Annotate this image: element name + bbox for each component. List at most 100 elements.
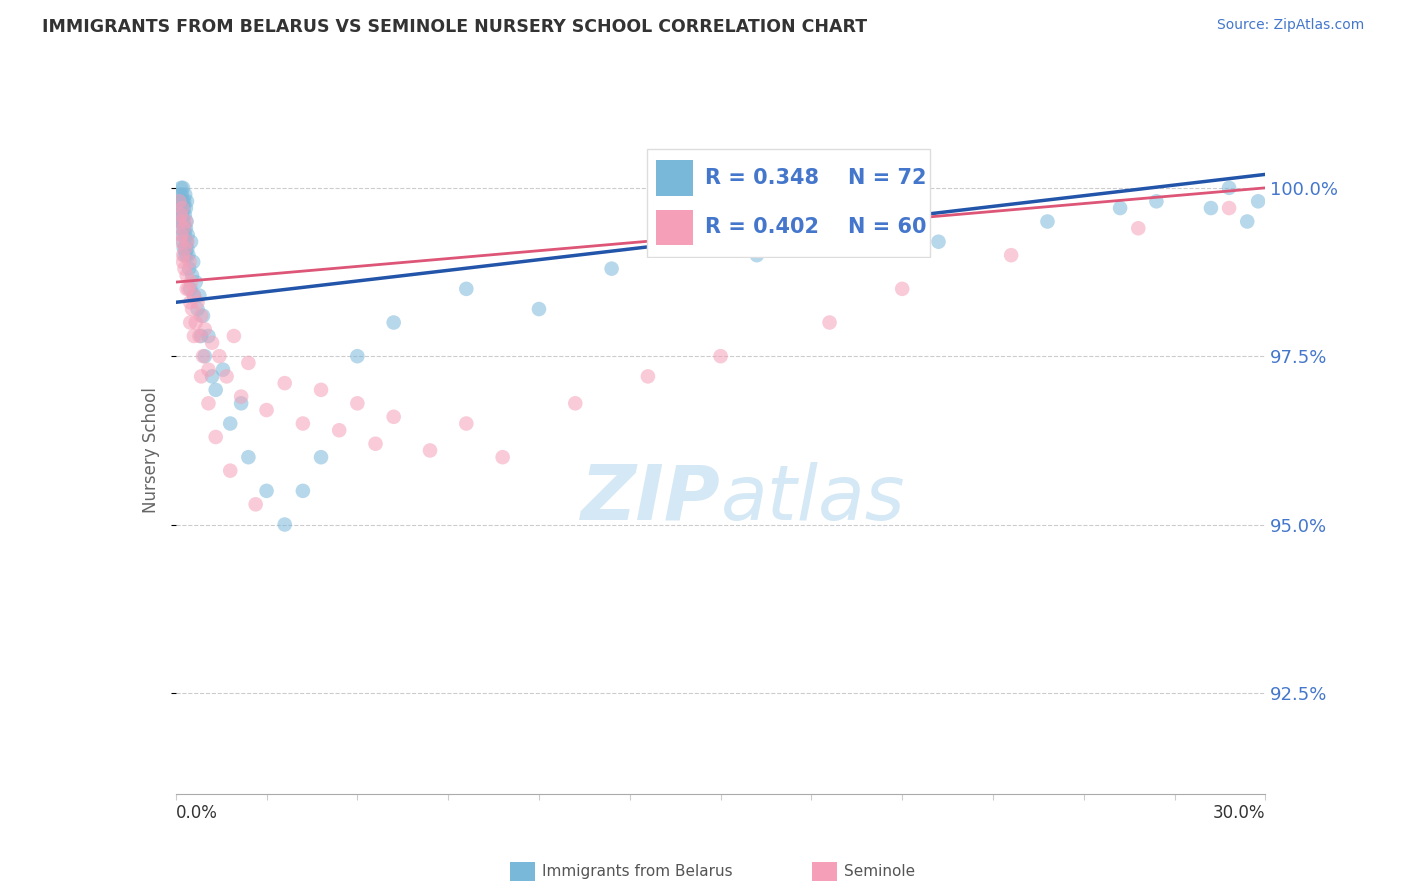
Point: [176, 242, 198, 256]
Point: [170, 208, 193, 222]
Point: [204, 383, 226, 397]
Point: [177, 227, 200, 242]
Point: [173, 227, 195, 242]
Point: [346, 396, 368, 410]
Point: [176, 268, 198, 283]
Point: [169, 214, 191, 228]
Point: [179, 295, 201, 310]
Point: [188, 288, 211, 302]
Point: [1146, 194, 1168, 209]
Point: [382, 409, 405, 424]
Point: [183, 329, 205, 343]
Point: [169, 194, 191, 209]
Point: [172, 208, 194, 222]
Point: [222, 329, 245, 343]
FancyBboxPatch shape: [655, 161, 693, 195]
Point: [186, 295, 209, 310]
Point: [492, 450, 515, 465]
Point: [184, 316, 207, 330]
Point: [197, 329, 219, 343]
Point: [170, 194, 193, 209]
Point: [176, 235, 198, 249]
Point: [174, 201, 197, 215]
Point: [256, 483, 278, 498]
Point: [173, 194, 195, 209]
Point: [174, 187, 197, 202]
Text: 0.0%: 0.0%: [176, 804, 218, 822]
Point: [190, 369, 212, 384]
Point: [186, 301, 209, 316]
Point: [215, 369, 238, 384]
Point: [1218, 201, 1240, 215]
Point: [891, 282, 914, 296]
Point: [204, 430, 226, 444]
Point: [167, 194, 190, 209]
Point: [190, 309, 212, 323]
Point: [201, 335, 224, 350]
Point: [173, 242, 195, 256]
Point: [456, 417, 478, 431]
Point: [176, 214, 198, 228]
Point: [928, 235, 950, 249]
Point: [188, 329, 211, 343]
Point: [172, 194, 194, 209]
Point: [637, 369, 659, 384]
Point: [179, 282, 201, 296]
Point: [527, 301, 550, 316]
Point: [170, 235, 193, 249]
FancyBboxPatch shape: [509, 862, 534, 881]
Point: [600, 261, 623, 276]
Point: [194, 349, 217, 363]
Point: [1109, 201, 1132, 215]
Point: [274, 376, 297, 391]
Point: [172, 227, 194, 242]
Point: [172, 201, 194, 215]
Point: [172, 235, 194, 249]
Point: [382, 316, 405, 330]
Point: [173, 261, 195, 276]
Point: [174, 221, 197, 235]
Point: [309, 383, 332, 397]
Point: [176, 282, 198, 296]
Point: [183, 288, 205, 302]
Y-axis label: Nursery School: Nursery School: [142, 387, 160, 514]
Point: [1036, 214, 1059, 228]
Point: [219, 464, 242, 478]
Text: Seminole: Seminole: [844, 864, 915, 879]
Point: [170, 221, 193, 235]
Point: [201, 369, 224, 384]
Text: atlas: atlas: [721, 461, 905, 535]
Point: [1236, 214, 1258, 228]
Point: [184, 275, 207, 289]
Point: [172, 181, 194, 195]
Point: [212, 362, 235, 376]
Point: [180, 235, 202, 249]
Point: [172, 214, 194, 228]
Point: [174, 242, 197, 256]
Point: [291, 417, 314, 431]
Point: [564, 396, 586, 410]
Text: Immigrants from Belarus: Immigrants from Belarus: [541, 864, 733, 879]
Point: [170, 187, 193, 202]
FancyBboxPatch shape: [813, 862, 837, 881]
FancyBboxPatch shape: [655, 210, 693, 245]
Point: [170, 201, 193, 215]
Point: [238, 450, 260, 465]
Point: [179, 261, 201, 276]
Point: [173, 248, 195, 262]
Point: [419, 443, 441, 458]
Point: [172, 248, 194, 262]
Point: [169, 208, 191, 222]
Point: [181, 255, 204, 269]
Point: [745, 248, 768, 262]
Point: [170, 227, 193, 242]
Point: [245, 497, 267, 511]
Point: [170, 181, 193, 195]
Point: [818, 316, 841, 330]
Text: R = 0.402    N = 60: R = 0.402 N = 60: [704, 218, 927, 237]
Point: [179, 255, 201, 269]
Point: [191, 349, 214, 363]
Point: [208, 349, 231, 363]
Point: [231, 396, 253, 410]
Point: [181, 268, 204, 283]
